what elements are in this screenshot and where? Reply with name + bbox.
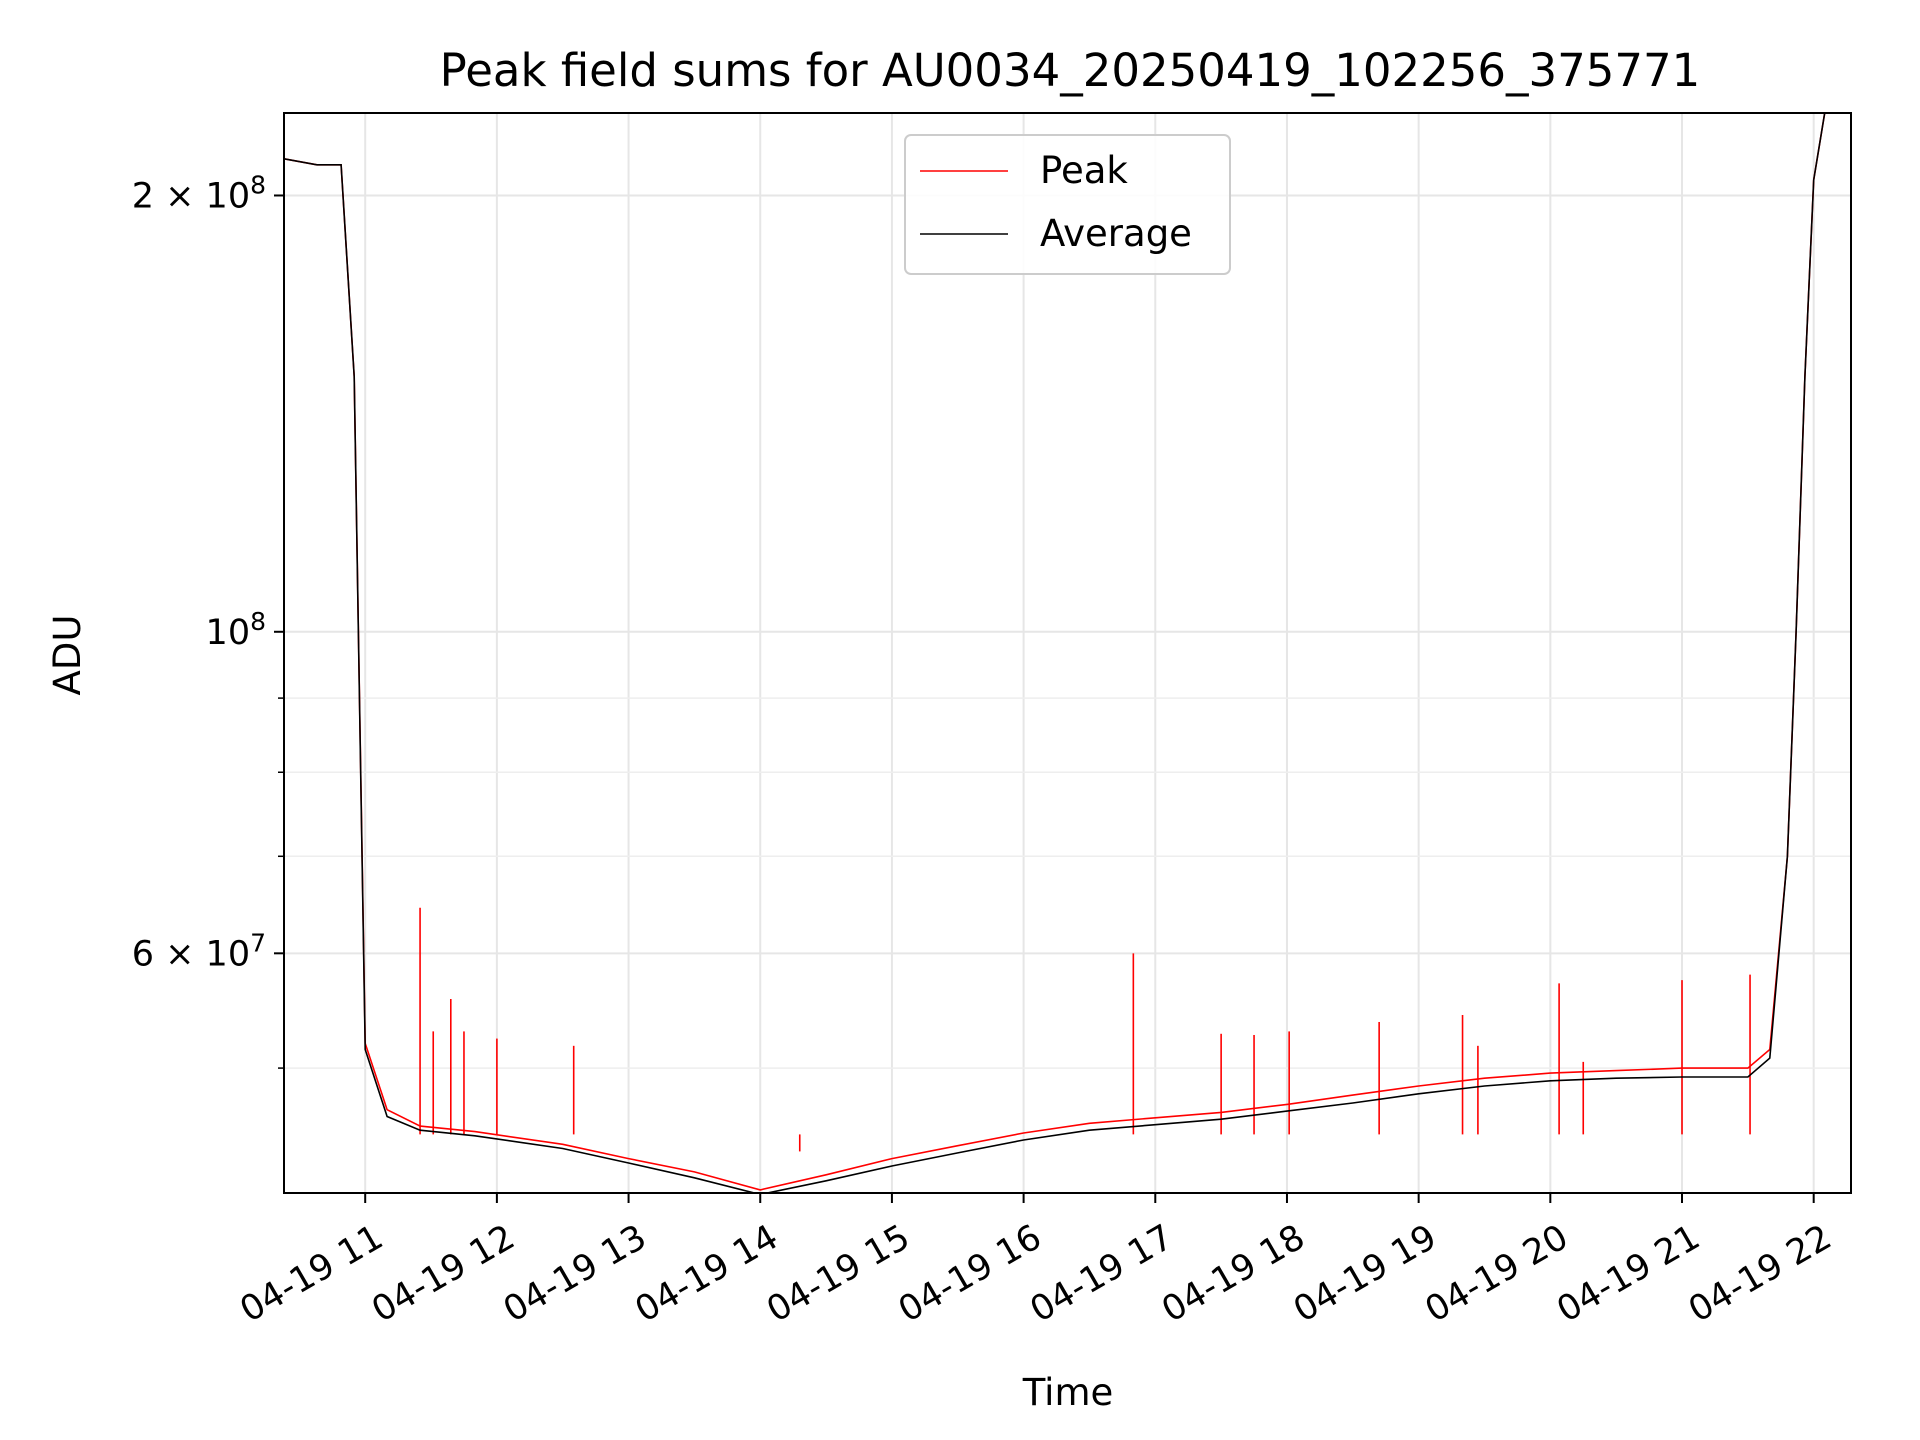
legend-box (904, 134, 1231, 275)
y-tick-label: 108 (206, 607, 266, 653)
series-line-average (284, 113, 1826, 1193)
y-tick-label: 2 × 108 (132, 170, 266, 216)
series-line-peak (284, 113, 1826, 1191)
series-layer (284, 113, 1826, 1193)
legend-label-average: Average (1040, 212, 1192, 255)
chart-title: Peak field sums for AU0034_20250419_1022… (440, 44, 1701, 97)
plot-frame (283, 112, 1852, 1194)
legend: Peak Average (904, 134, 1231, 275)
x-axis-label: Time (1022, 1371, 1114, 1414)
y-axis-label: ADU (46, 615, 89, 696)
y-tick-label: 6 × 107 (132, 928, 266, 974)
legend-label-peak: Peak (1040, 149, 1128, 192)
